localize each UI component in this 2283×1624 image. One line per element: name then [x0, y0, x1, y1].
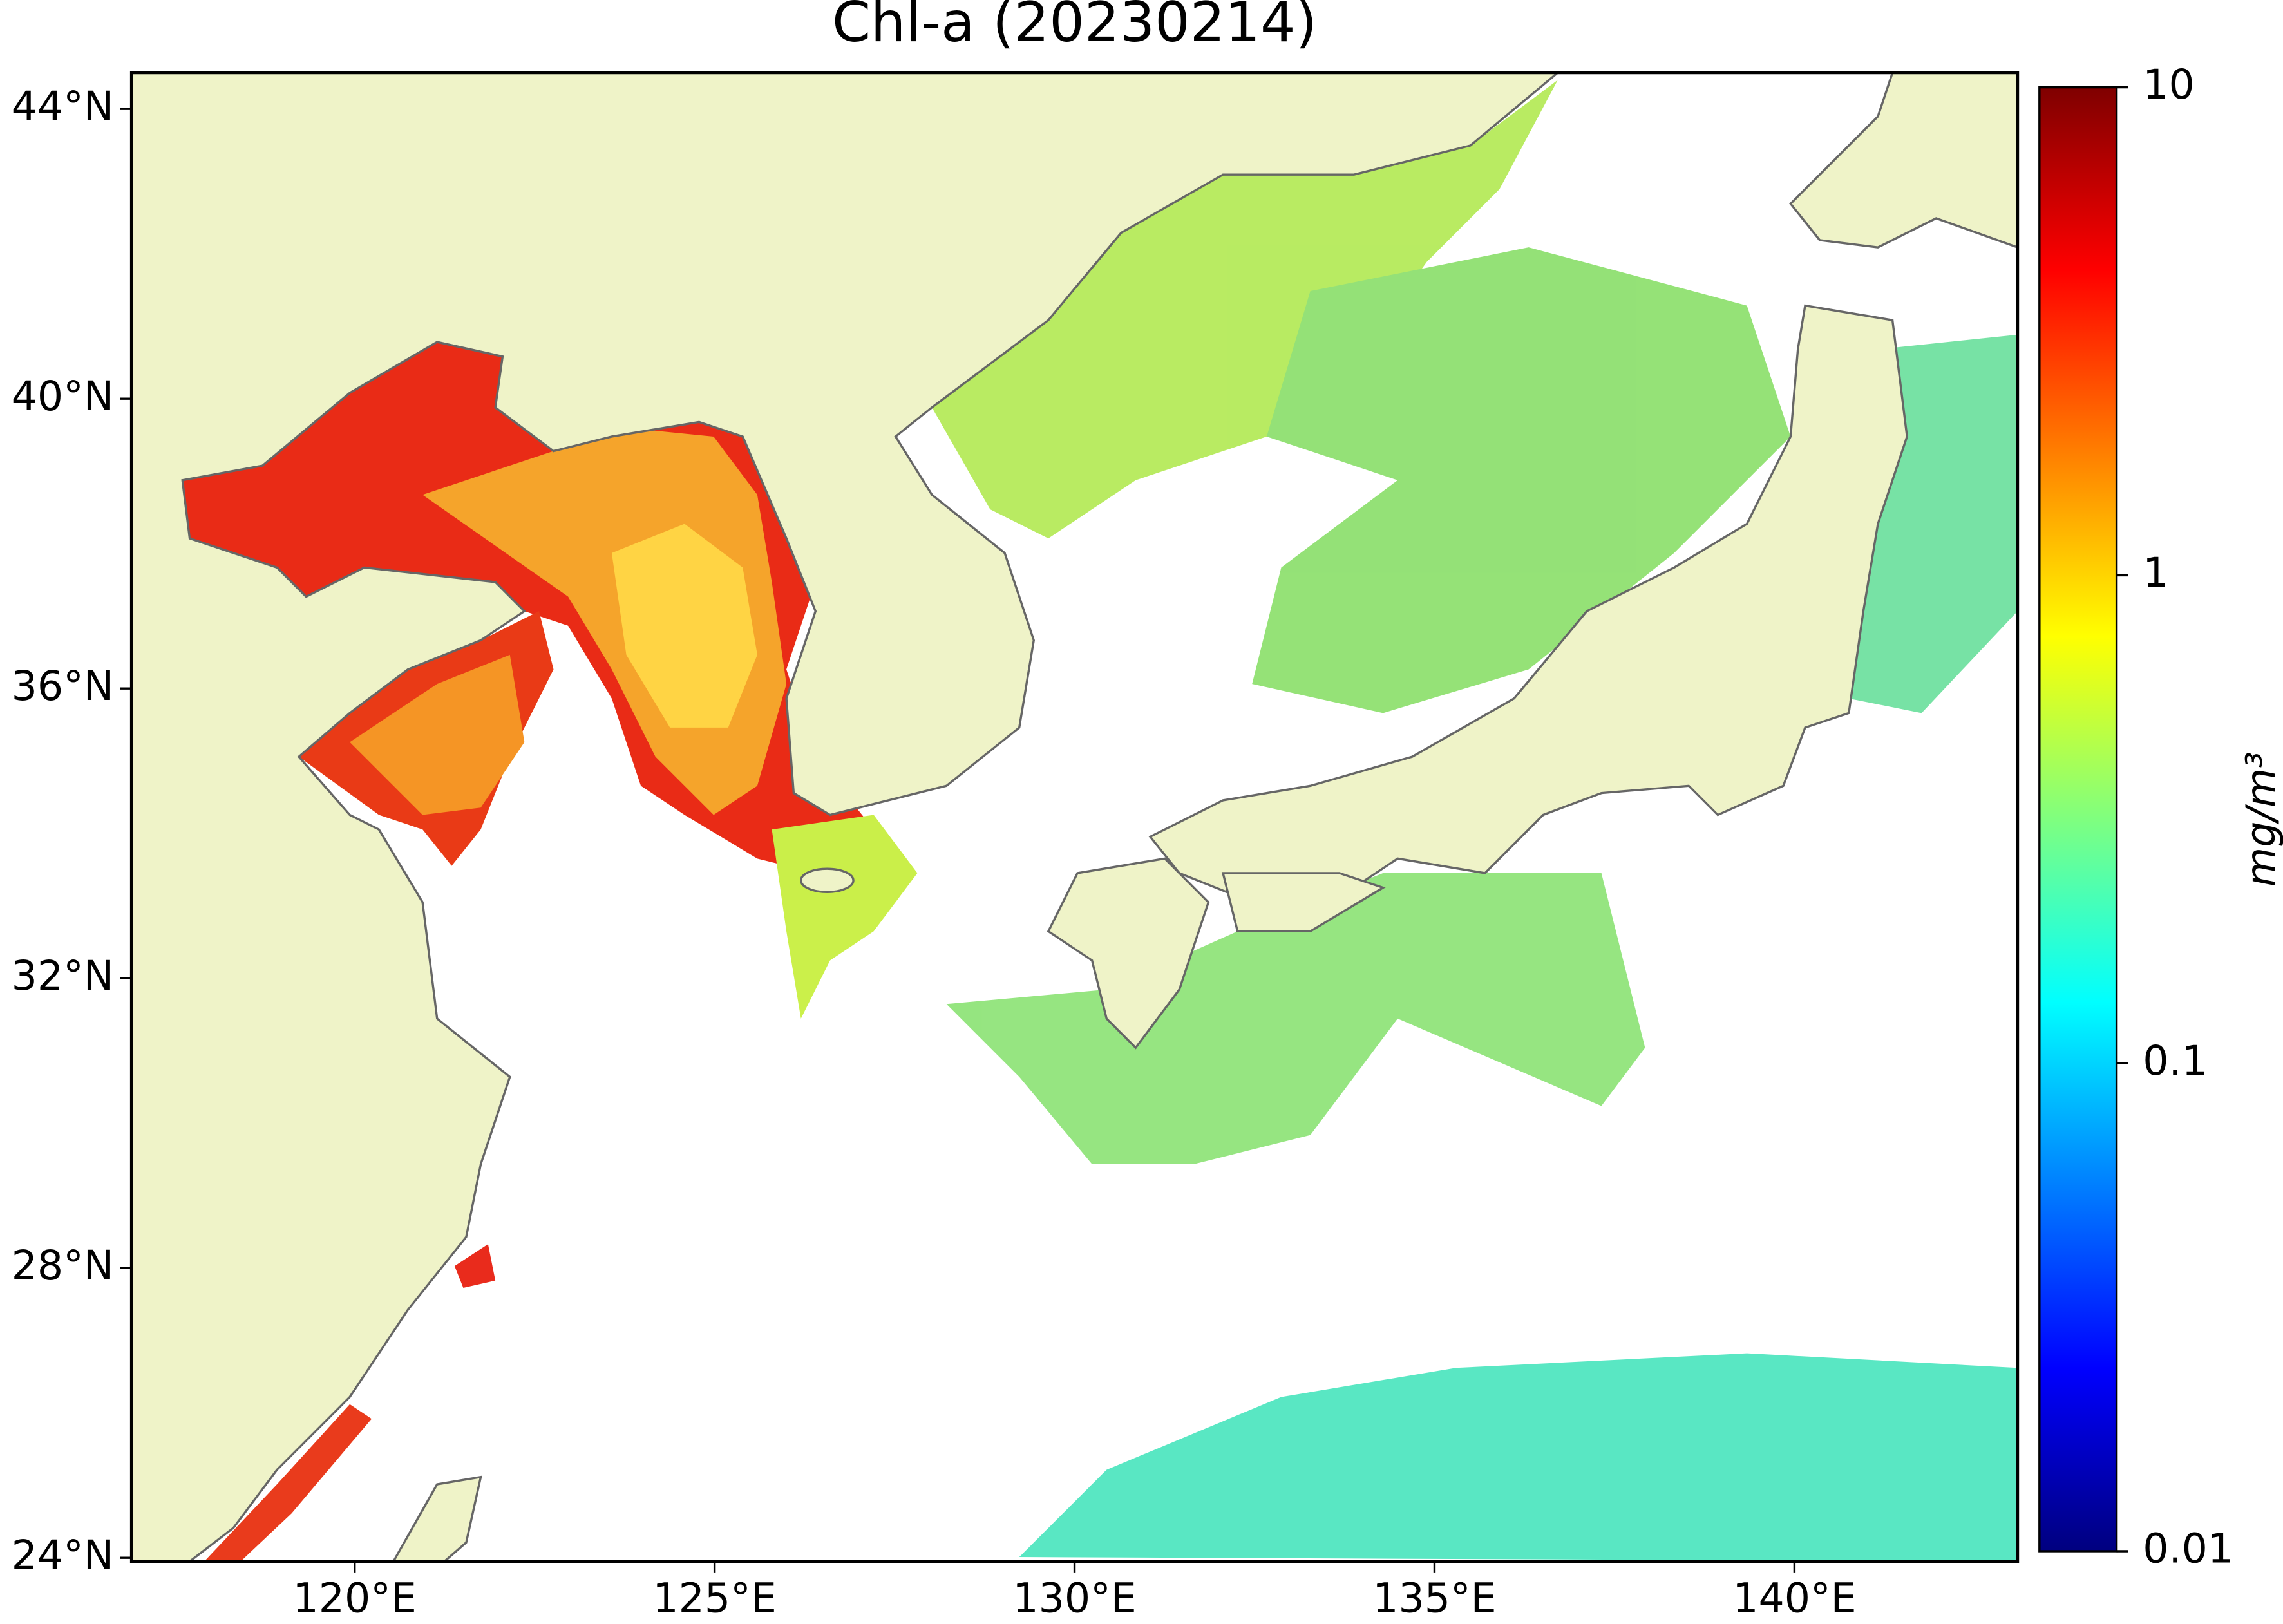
colorbar-tick-label: 0.1	[2143, 1037, 2208, 1084]
kyushu	[1047, 857, 1210, 1050]
x-tick-label: 135°E	[1372, 1574, 1496, 1621]
shikoku	[1221, 872, 1386, 933]
colorbar-tick-label: 10	[2143, 61, 2195, 108]
map	[131, 72, 2018, 1562]
colorbar-label: mg/m³	[2237, 751, 2283, 887]
y-tick-label: 36°N	[12, 662, 114, 710]
y-tick-label: 24°N	[12, 1531, 114, 1579]
coastlines	[131, 72, 2018, 1562]
colorbar-tick-label: 1	[2143, 549, 2168, 596]
x-tick-label: 125°E	[652, 1574, 776, 1621]
chart-title: Chl-a (20230214)	[832, 0, 1317, 55]
colorbar-tick-label: 0.01	[2143, 1525, 2233, 1572]
y-tick-label: 40°N	[12, 372, 114, 420]
y-tick-label: 28°N	[12, 1242, 114, 1289]
mainland	[131, 72, 1560, 1562]
x-tick-label: 130°E	[1012, 1574, 1136, 1621]
taiwan	[392, 1475, 482, 1562]
y-tick-label: 32°N	[12, 952, 114, 999]
jeju	[799, 867, 855, 893]
x-tick-label: 140°E	[1732, 1574, 1856, 1621]
chl-field	[182, 80, 2018, 1562]
colorbar	[2038, 86, 2118, 1553]
y-tick-label: 44°N	[12, 82, 114, 130]
hokkaido	[1789, 72, 2018, 249]
x-tick-label: 120°E	[293, 1574, 417, 1621]
